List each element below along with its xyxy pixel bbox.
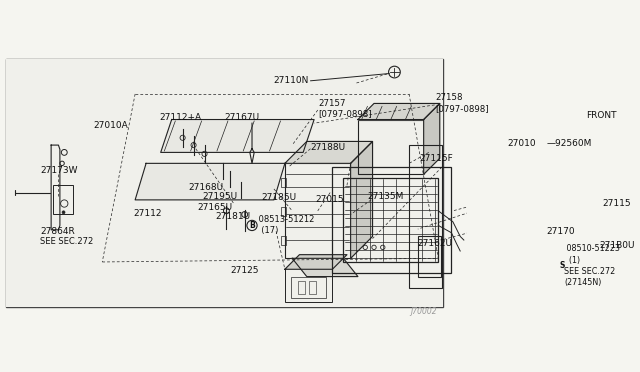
Text: 27188U: 27188U (310, 143, 346, 152)
Bar (343, 178, 438, 262)
Text: —92560M: —92560M (547, 139, 592, 148)
Text: B: B (249, 221, 255, 230)
Bar (418, 236, 441, 276)
Circle shape (62, 211, 65, 214)
Text: 27015: 27015 (316, 195, 344, 204)
Bar (358, 119, 424, 174)
Text: 271B0U: 271B0U (599, 241, 634, 250)
Text: 27115F: 27115F (419, 154, 453, 163)
Circle shape (561, 147, 564, 150)
Text: 27162U: 27162U (418, 239, 453, 248)
Text: 27165U: 27165U (197, 203, 232, 212)
Polygon shape (424, 103, 440, 174)
Polygon shape (292, 258, 358, 276)
Polygon shape (285, 255, 347, 269)
Bar (280, 207, 286, 216)
Text: 27170: 27170 (547, 227, 575, 236)
Polygon shape (285, 141, 372, 163)
Polygon shape (358, 103, 440, 119)
Bar (285, 269, 332, 302)
Text: J70002: J70002 (410, 307, 437, 316)
Text: 27125: 27125 (231, 266, 259, 275)
Text: S: S (560, 261, 565, 270)
Text: 27112+A: 27112+A (159, 113, 202, 122)
Text: 27181U: 27181U (216, 212, 251, 221)
Text: 27110N: 27110N (273, 76, 308, 85)
Text: 27167U: 27167U (224, 113, 259, 122)
Text: 27010: 27010 (508, 139, 536, 148)
Text: 27157
[0797-0898]: 27157 [0797-0898] (319, 99, 372, 119)
Bar (52, 185, 73, 215)
Bar (285, 163, 351, 258)
Text: 27864R: 27864R (40, 227, 75, 236)
Text: SEE SEC.272: SEE SEC.272 (40, 237, 93, 246)
Polygon shape (351, 141, 372, 258)
Text: 27112: 27112 (133, 209, 161, 218)
Text: FRONT: FRONT (587, 111, 617, 121)
Text: 27185U: 27185U (262, 193, 296, 202)
Bar (280, 236, 286, 245)
Bar (409, 145, 442, 288)
Polygon shape (161, 119, 314, 153)
Bar (309, 281, 316, 294)
Text: 27195U: 27195U (202, 192, 237, 201)
Text: 08513-51212
  (17): 08513-51212 (17) (255, 215, 314, 235)
Text: 27010A: 27010A (93, 121, 128, 130)
Circle shape (534, 146, 540, 152)
Text: 08510-51223
  (1)
SEE SEC.272
(27145N): 08510-51223 (1) SEE SEC.272 (27145N) (564, 244, 620, 287)
Bar (280, 178, 286, 187)
Text: 27173W: 27173W (40, 166, 77, 175)
Polygon shape (135, 163, 285, 200)
Bar (291, 276, 326, 298)
Text: 27158
[0797-0898]: 27158 [0797-0898] (435, 93, 489, 113)
Text: 27115: 27115 (603, 199, 631, 208)
Bar (298, 281, 305, 294)
Text: 27135M: 27135M (367, 192, 404, 201)
Text: 27168U: 27168U (188, 183, 223, 192)
Bar (332, 167, 451, 273)
